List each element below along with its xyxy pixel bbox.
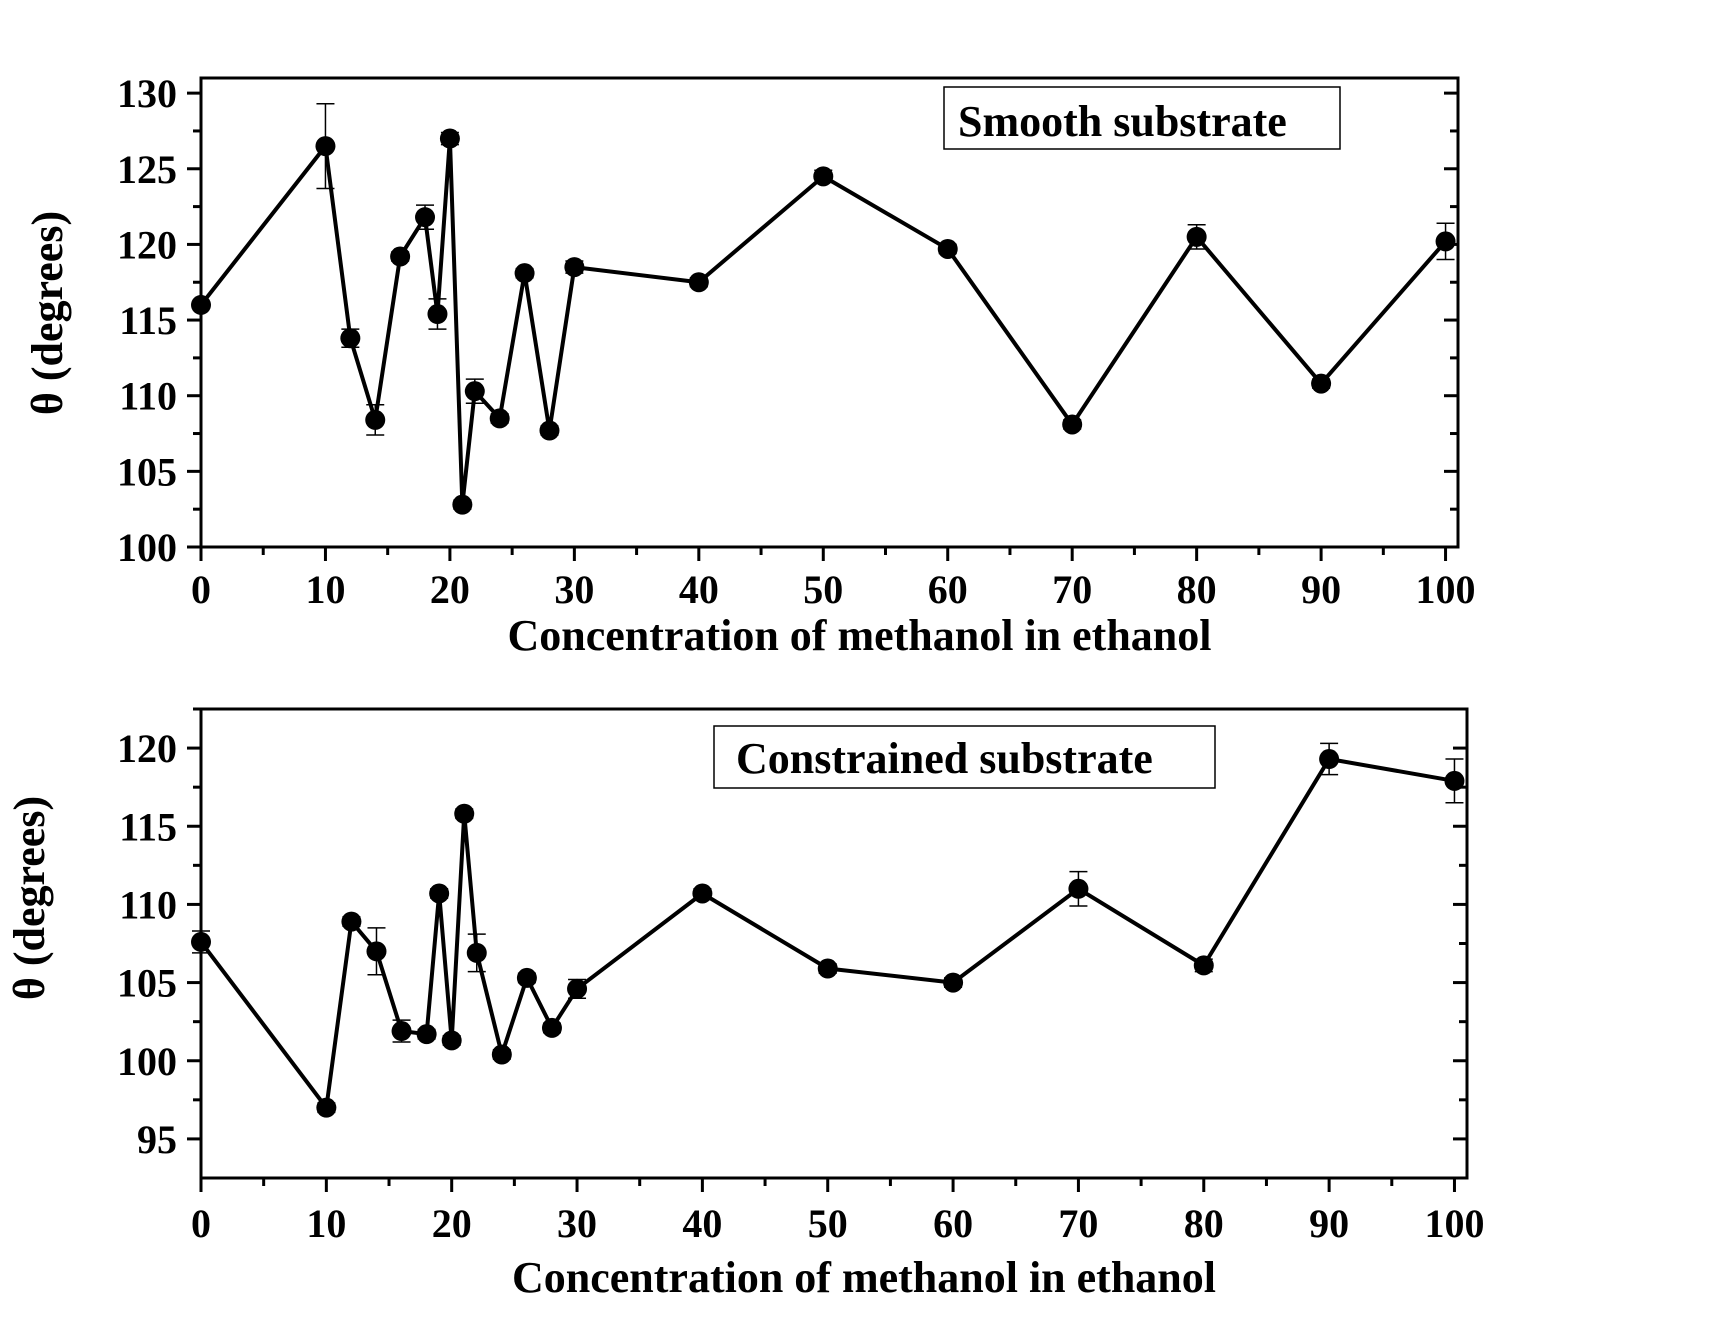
data-point	[1435, 231, 1456, 252]
data-point	[466, 942, 487, 963]
data-point	[439, 128, 460, 149]
data-point	[491, 1044, 512, 1065]
data-point	[1319, 749, 1340, 770]
data-point	[366, 941, 387, 962]
y-tick-label: 110	[119, 374, 177, 419]
data-point	[391, 1021, 412, 1042]
y-tick-label: 120	[117, 726, 177, 771]
x-tick-label: 20	[430, 567, 470, 612]
data-point	[191, 294, 211, 315]
data-point	[341, 911, 362, 932]
y-tick-label: 125	[117, 147, 177, 192]
x-tick-label: 100	[1416, 567, 1476, 612]
data-point	[567, 978, 588, 999]
data-point	[464, 381, 485, 402]
data-point	[1068, 878, 1089, 899]
x-tick-label: 20	[432, 1201, 472, 1246]
legend-box	[943, 86, 1341, 150]
data-point	[429, 883, 450, 904]
x-tick-label: 50	[803, 567, 843, 612]
x-tick-label: 90	[1301, 567, 1341, 612]
legend-label: Constrained substrate	[736, 734, 1153, 783]
data-point	[1311, 373, 1332, 394]
x-tick-label: 60	[933, 1201, 973, 1246]
legend-box	[713, 725, 1216, 789]
y-tick-label: 105	[117, 449, 177, 494]
y-axis-title: θ (degrees)	[5, 796, 54, 1000]
data-point	[692, 883, 713, 904]
data-point	[817, 958, 838, 979]
y-tick-label: 130	[117, 71, 177, 116]
x-tick-label: 10	[306, 1201, 346, 1246]
data-point	[452, 494, 473, 515]
x-axis-title: Concentration of methanol in ethanol	[512, 1253, 1216, 1302]
y-tick-label: 105	[117, 961, 177, 1006]
data-point	[564, 257, 585, 278]
chart-constrained-substrate: 0 10 20 30 40 50 60 70 80 90 100 95 100 105 110 115 120 C…	[5, 707, 1484, 1302]
data-point	[427, 304, 448, 325]
data-point	[688, 272, 709, 293]
data-point	[1193, 955, 1214, 976]
chart-smooth-substrate: 0 10 20 30 40 50 60 70 80 90 100 100 105 110 115 120 125…	[23, 71, 1476, 660]
x-tick-label: 80	[1184, 1201, 1224, 1246]
data-point	[539, 420, 560, 441]
data-point	[489, 408, 510, 429]
x-tick-label: 0	[191, 567, 211, 612]
x-tick-label: 40	[679, 567, 719, 612]
data-point	[191, 931, 211, 952]
data-point	[365, 409, 386, 430]
y-tick-label: 120	[117, 222, 177, 267]
y-tick-label: 115	[119, 298, 177, 343]
x-axis-title: Concentration of methanol in ethanol	[508, 611, 1212, 660]
x-tick-label: 0	[191, 1201, 211, 1246]
y-axis-title: θ (degrees)	[23, 211, 72, 415]
data-point	[1444, 770, 1465, 791]
x-tick-label: 50	[808, 1201, 848, 1246]
x-tick-label: 60	[928, 567, 968, 612]
data-point	[937, 238, 958, 259]
data-point	[316, 1097, 337, 1118]
y-tick-label: 110	[119, 882, 177, 927]
x-tick-label: 100	[1424, 1201, 1484, 1246]
x-tick-label: 90	[1309, 1201, 1349, 1246]
data-point	[340, 328, 361, 349]
x-tick-label: 30	[557, 1201, 597, 1246]
x-tick-label: 30	[554, 567, 594, 612]
data-point	[390, 246, 411, 267]
x-tick-label: 10	[305, 567, 345, 612]
x-tick-label: 40	[682, 1201, 722, 1246]
data-point	[416, 1024, 437, 1045]
data-point	[516, 967, 537, 988]
series-line	[199, 757, 1455, 1110]
series-line	[199, 136, 1448, 507]
data-point	[454, 803, 475, 824]
data-point	[541, 1017, 562, 1038]
data-point	[315, 136, 336, 157]
data-point	[1062, 414, 1083, 435]
data-point	[943, 972, 964, 993]
x-tick-label: 80	[1177, 567, 1217, 612]
data-point	[441, 1030, 462, 1051]
data-point	[514, 263, 535, 284]
y-tick-label: 115	[119, 804, 177, 849]
y-tick-label: 100	[117, 1039, 177, 1084]
x-tick-label: 70	[1058, 1201, 1098, 1246]
data-point	[1186, 226, 1207, 247]
data-point	[415, 207, 436, 228]
y-tick-label: 95	[137, 1117, 177, 1162]
x-tick-label: 70	[1052, 567, 1092, 612]
data-point	[813, 166, 834, 187]
legend-label: Smooth substrate	[958, 97, 1287, 146]
y-tick-label: 100	[117, 525, 177, 570]
